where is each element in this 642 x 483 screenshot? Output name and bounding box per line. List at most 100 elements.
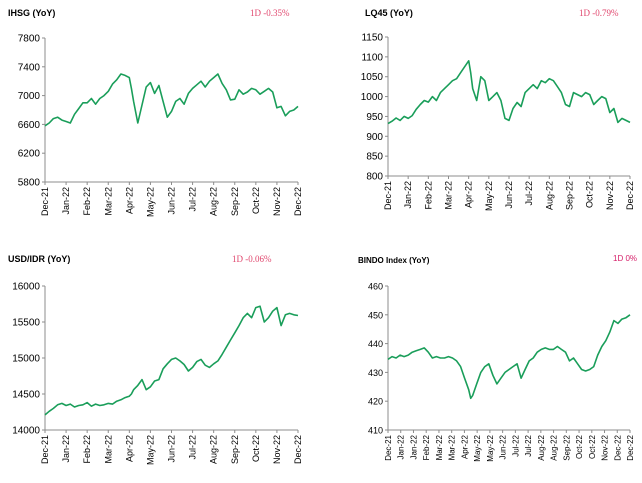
x-tick-label: Aug-22 (209, 435, 219, 464)
x-tick-label: Jun-22 (499, 434, 508, 459)
x-tick-label: Nov-22 (272, 187, 282, 216)
y-tick-label: 460 (368, 282, 383, 292)
y-tick-label: 7400 (18, 62, 41, 73)
x-tick-label: Jul-22 (524, 181, 534, 206)
x-tick-label: Apr-22 (124, 187, 134, 214)
x-tick-label: Aug-22 (209, 187, 219, 216)
x-tick-label: Dec-22 (613, 434, 622, 460)
y-tick-label: 900 (366, 132, 383, 143)
x-tick-label: May-22 (486, 434, 495, 461)
y-tick-label: 15000 (12, 354, 40, 365)
y-tick-label: 7800 (18, 34, 41, 45)
x-tick-label: Jan-22 (403, 181, 413, 209)
x-tick-label: Aug-22 (537, 434, 546, 460)
y-tick-label: 800 (366, 172, 383, 183)
x-tick-label: May-22 (484, 181, 494, 211)
x-tick-label: Dec-21 (40, 187, 50, 216)
x-tick-label: Aug-22 (550, 434, 559, 460)
y-tick-label: 850 (366, 152, 383, 163)
x-tick-label: Aug-22 (544, 181, 554, 210)
x-tick-label: Jul-22 (524, 434, 533, 456)
x-tick-label: Dec-21 (384, 434, 393, 460)
y-tick-label: 1100 (361, 52, 383, 63)
x-tick-label: Mar-22 (103, 187, 113, 216)
bindo-chart-panel: BINDO Index (YoY) 1D 0% 460 450 440 430 420 4… (321, 242, 642, 483)
x-tick-label: Mar-22 (435, 434, 444, 460)
x-tick-label: Dec-22 (293, 187, 303, 216)
daily-change-label: 1D 0% (613, 254, 638, 263)
y-tick-label: 440 (368, 339, 383, 349)
x-tick-label: Dec-22 (626, 434, 635, 460)
x-tick-label: Dec-22 (625, 181, 635, 210)
x-tick-label: Nov-22 (605, 181, 615, 210)
x-tick-label: Jul-22 (511, 434, 520, 456)
x-tick-label: Apr-22 (460, 434, 469, 459)
x-tick-label: Dec-22 (293, 435, 303, 464)
x-tick-label: Apr-22 (124, 435, 134, 462)
x-tick-label: May-22 (145, 187, 155, 217)
x-tick-label: Sep-22 (565, 181, 575, 210)
x-tick-label: Jun-22 (167, 187, 177, 215)
ihsg-chart-panel: IHSG (YoY) 1D -0.35% 7800 7400 7000 6600 620… (0, 0, 321, 241)
y-tick-label: 7000 (18, 91, 41, 102)
x-tick-label: Oct-22 (588, 434, 597, 459)
x-tick-label: May-22 (473, 434, 482, 461)
y-tick-label: 15500 (12, 318, 40, 329)
x-tick-label: Dec-21 (40, 435, 50, 464)
x-tick-label: Sep-22 (230, 435, 240, 464)
x-tick-label: Jan-22 (397, 434, 406, 459)
y-tick-label: 6600 (18, 120, 41, 131)
daily-change-label: 1D -0.35% (250, 8, 290, 18)
daily-change-label: 1D -0.06% (232, 254, 272, 264)
x-tick-label: Dec-21 (383, 181, 393, 210)
daily-change-label: 1D -0.79% (579, 8, 619, 18)
x-tick-label: Jul-22 (188, 187, 198, 212)
x-tick-label: Sep-22 (562, 434, 571, 460)
series-line (387, 314, 631, 400)
y-tick-label: 5800 (18, 178, 41, 189)
x-tick-label: May-22 (145, 435, 155, 465)
x-tick-label: Feb-22 (82, 435, 92, 464)
x-tick-label: Jun-22 (167, 435, 177, 463)
chart-title: BINDO Index (YoY) (358, 256, 430, 265)
y-tick-label: 1150 (361, 33, 383, 44)
y-tick-label: 1050 (361, 72, 384, 83)
chart-title: IHSG (YoY) (8, 8, 56, 18)
x-tick-label: Oct-22 (251, 187, 261, 214)
chart-title: LQ45 (YoY) (365, 8, 413, 18)
x-tick-label: Oct-22 (575, 434, 584, 459)
x-tick-label: Mar-22 (448, 434, 457, 460)
x-tick-label: Jan-22 (61, 435, 71, 463)
x-tick-label: Feb-22 (82, 187, 92, 216)
x-tick-label: Oct-22 (585, 181, 595, 208)
y-tick-label: 14500 (12, 390, 40, 401)
usdidr-chart-panel: USD/IDR (YoY) 1D -0.06% 16000 15500 15000 1… (0, 242, 321, 483)
x-tick-label: Mar-22 (444, 181, 454, 210)
lq45-chart-panel: LQ45 (YoY) 1D -0.79% 1150 1100 1050 1000 950… (321, 0, 642, 241)
x-tick-label: Sep-22 (230, 187, 240, 216)
y-tick-label: 430 (368, 368, 383, 378)
series-line (44, 73, 299, 127)
x-tick-label: Nov-22 (601, 434, 610, 460)
y-tick-label: 950 (366, 112, 383, 123)
y-tick-label: 14000 (12, 426, 40, 437)
x-tick-label: Feb-22 (423, 181, 433, 210)
x-tick-label: Jan-22 (61, 187, 71, 215)
y-tick-label: 6200 (18, 149, 41, 160)
x-tick-label: Oct-22 (251, 435, 261, 462)
y-tick-label: 16000 (12, 282, 40, 293)
x-tick-label: Nov-22 (272, 435, 282, 464)
y-tick-label: 420 (368, 397, 383, 407)
x-tick-label: Jun-22 (504, 181, 514, 209)
y-tick-label: 410 (368, 426, 383, 436)
chart-title: USD/IDR (YoY) (8, 254, 71, 264)
series-line (44, 305, 299, 416)
x-tick-label: Jan-22 (409, 434, 418, 459)
x-tick-label: Feb-22 (422, 434, 431, 460)
x-tick-label: Apr-22 (464, 181, 474, 208)
series-line (387, 59, 631, 125)
